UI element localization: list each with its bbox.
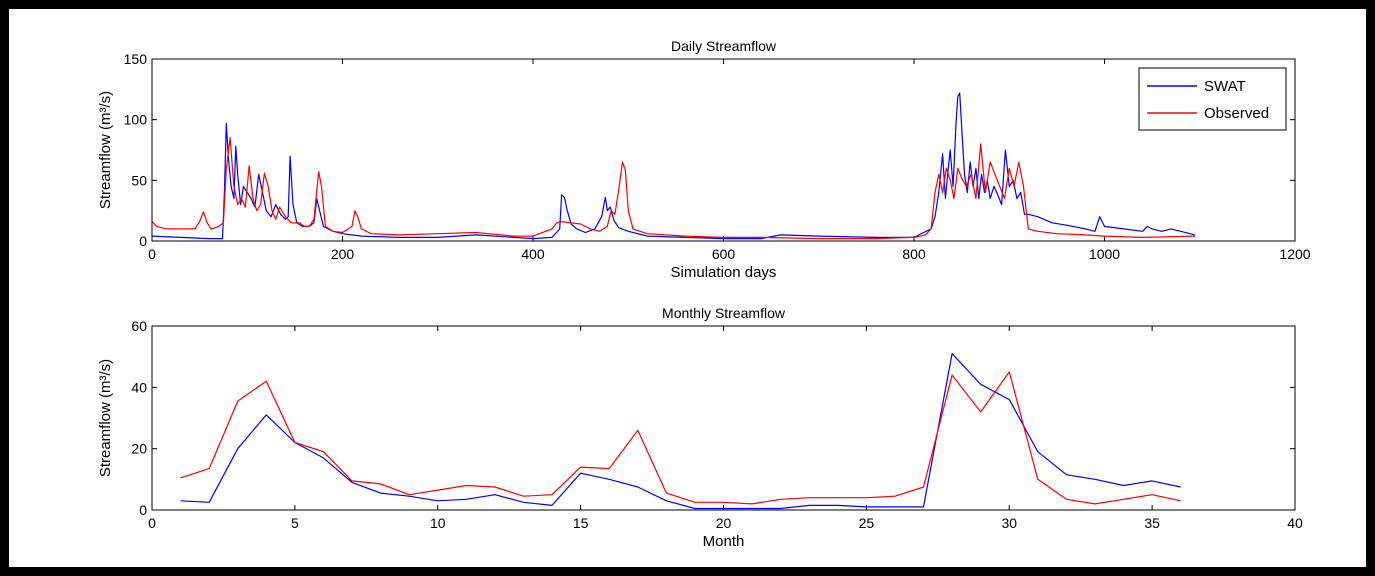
y-tick-label: 100 [124, 112, 148, 128]
y-tick-label: 50 [131, 172, 147, 188]
x-tick-label: 30 [1001, 515, 1017, 531]
y-tick-label: 0 [139, 502, 147, 518]
series-line-swat [180, 353, 1181, 510]
figure-frame: 0 200 400 600 800 1000 1200 0 50 100 150 Daily Stre… [9, 9, 1366, 567]
x-tick-label: 0 [148, 246, 156, 262]
y-tick-label: 40 [131, 379, 147, 395]
y-axis-label: Streamflow (m³/s) [97, 359, 114, 477]
legend: SWAT Observed [1138, 67, 1287, 131]
x-tick-label: 15 [573, 515, 589, 531]
x-tick-label: 40 [1287, 515, 1303, 531]
x-axis-label: Simulation days [671, 264, 777, 281]
x-tick-label: 10 [430, 515, 446, 531]
x-tick-label: 600 [712, 246, 736, 262]
y-tick-label: 150 [124, 51, 148, 67]
series-line-observed [180, 371, 1181, 505]
x-tick-label: 0 [148, 515, 156, 531]
y-tick-label: 20 [131, 441, 147, 457]
y-tick-label: 60 [131, 318, 147, 334]
plot-area [151, 58, 1296, 242]
legend-label-swat: SWAT [1204, 78, 1246, 95]
x-tick-label: 5 [291, 515, 299, 531]
x-tick-label: 800 [902, 246, 926, 262]
x-tick-label: 20 [716, 515, 732, 531]
series-line-observed [151, 137, 1196, 240]
y-axis-label: Streamflow (m³/s) [97, 91, 114, 209]
x-axis-label: Month [703, 533, 745, 550]
chart-title: Monthly Streamflow [662, 305, 786, 321]
plot-border [151, 58, 1296, 242]
legend-label-observed: Observed [1204, 105, 1269, 122]
plot-area [151, 325, 1296, 511]
x-tick-label: 400 [521, 246, 545, 262]
x-tick-label: 200 [331, 246, 355, 262]
x-tick-label: 1000 [1089, 246, 1120, 262]
legend-box [1138, 67, 1287, 131]
x-tick-label: 25 [859, 515, 875, 531]
chart-2: 0 5 10 15 20 25 30 35 40 0 20 40 60 Monthly Streamflo… [97, 305, 1303, 550]
chart-title: Daily Streamflow [671, 38, 777, 54]
chart-1: 0 200 400 600 800 1000 1200 0 50 100 150 Daily Stre… [97, 38, 1311, 281]
x-tick-label: 35 [1144, 515, 1160, 531]
x-tick-label: 1200 [1279, 246, 1310, 262]
y-tick-label: 0 [139, 233, 147, 249]
plot-border [151, 325, 1296, 511]
